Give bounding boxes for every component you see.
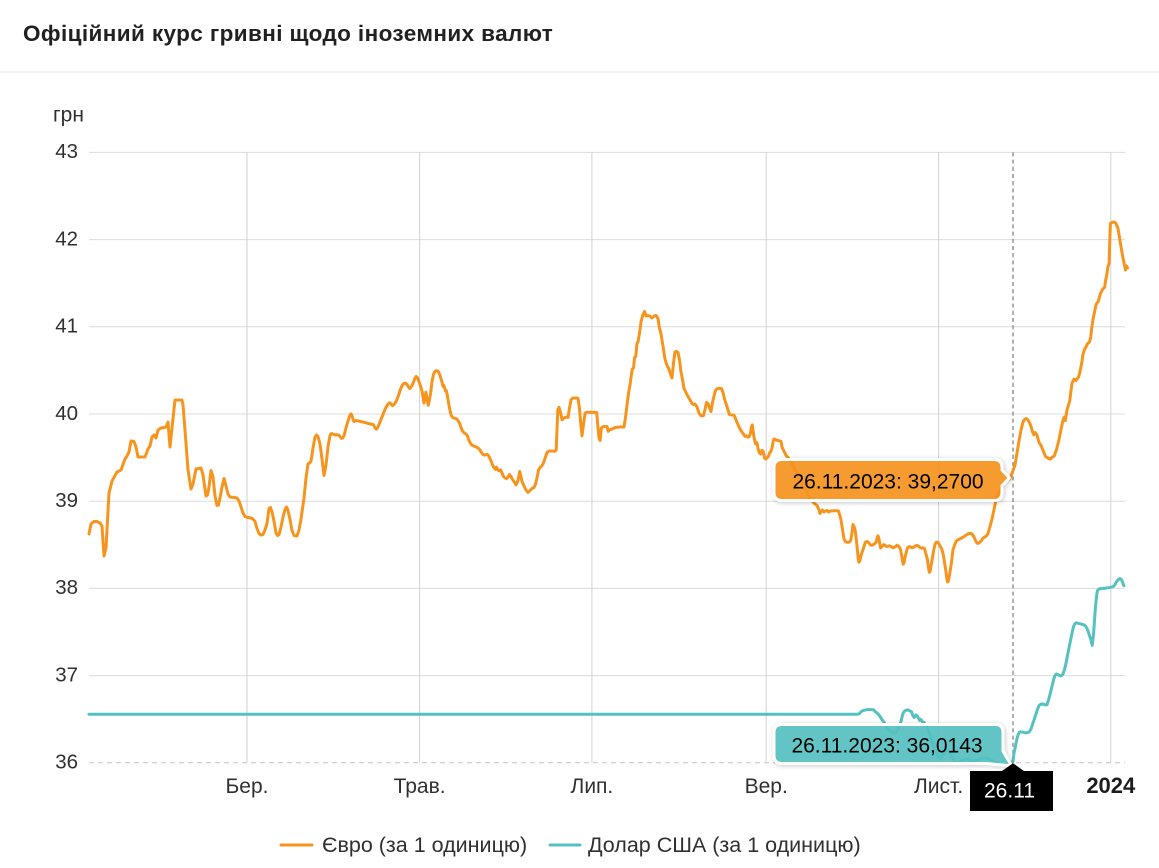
svg-text:43: 43 xyxy=(55,140,78,163)
svg-text:Лист.: Лист. xyxy=(914,775,963,798)
svg-text:26.11: 26.11 xyxy=(984,780,1035,803)
svg-text:2024: 2024 xyxy=(1086,773,1136,798)
svg-text:36: 36 xyxy=(55,751,78,774)
svg-text:Лип.: Лип. xyxy=(571,775,614,798)
svg-text:26.11.2023: 36,0143: 26.11.2023: 36,0143 xyxy=(791,735,982,758)
svg-text:41: 41 xyxy=(55,315,78,338)
svg-text:42: 42 xyxy=(55,227,78,250)
svg-text:37: 37 xyxy=(55,663,78,686)
svg-text:Євро (за 1 одиницю): Євро (за 1 одиницю) xyxy=(322,833,527,857)
svg-text:грн: грн xyxy=(53,104,84,127)
svg-text:38: 38 xyxy=(55,576,78,599)
svg-text:Трав.: Трав. xyxy=(394,775,446,798)
svg-text:Долар США (за 1 одиницю): Долар США (за 1 одиницю) xyxy=(588,833,861,857)
svg-text:Офіційний курс гривні щодо іно: Офіційний курс гривні щодо іноземних вал… xyxy=(23,21,553,46)
svg-text:40: 40 xyxy=(55,402,78,425)
svg-text:Бер.: Бер. xyxy=(226,775,269,798)
svg-text:Вер.: Вер. xyxy=(745,775,788,798)
svg-text:26.11.2023: 39,2700: 26.11.2023: 39,2700 xyxy=(792,471,983,494)
svg-text:39: 39 xyxy=(55,489,78,512)
